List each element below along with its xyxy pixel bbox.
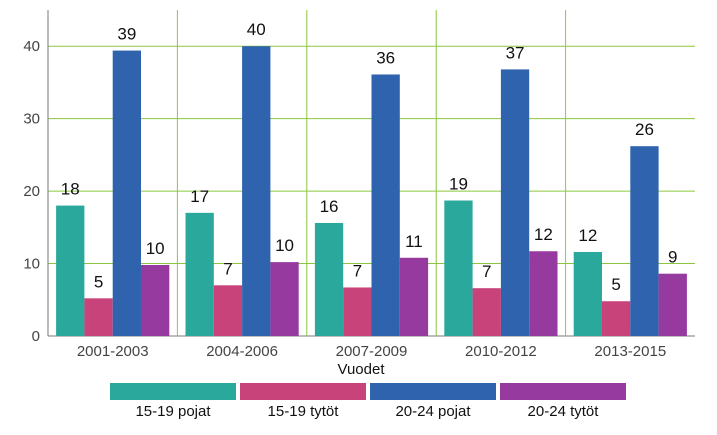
x-tick-label: 2004-2006 xyxy=(206,343,278,360)
bar xyxy=(213,285,243,336)
data-label: 5 xyxy=(611,275,620,294)
bar xyxy=(630,146,659,336)
bar xyxy=(270,262,299,336)
bar xyxy=(399,257,429,336)
data-label: 17 xyxy=(190,187,209,206)
bars xyxy=(56,46,687,337)
legend-label: 20-24 tytöt xyxy=(527,403,599,420)
data-label: 19 xyxy=(449,175,468,194)
legend-label: 15-19 tytöt xyxy=(267,403,339,420)
x-axis: 2001-2003 2004-2006 2007-2009 2010-2012 2013… xyxy=(77,343,666,360)
y-tick-label: 20 xyxy=(23,183,40,200)
bar xyxy=(472,288,501,336)
bar xyxy=(84,298,113,336)
x-tick-label: 2010-2012 xyxy=(465,343,537,360)
legend-swatch xyxy=(370,383,496,400)
data-label: 7 xyxy=(482,262,491,281)
bar xyxy=(185,212,214,336)
bar xyxy=(658,273,687,336)
bar xyxy=(573,251,602,336)
legend-label: 20-24 pojat xyxy=(395,403,471,420)
data-label: 37 xyxy=(506,43,525,62)
legend-label: 15-19 pojat xyxy=(135,403,211,420)
y-axis: 0 10 20 30 40 xyxy=(23,10,49,345)
data-labels: 18 5 39 10 17 7 40 10 16 7 36 11 19 7 37 12 12 5 26 9 xyxy=(61,20,678,294)
bar xyxy=(112,50,141,337)
x-axis-title: Vuodet xyxy=(338,361,386,378)
bar xyxy=(529,251,558,336)
data-label: 40 xyxy=(247,20,266,39)
legend-item: 15-19 pojat xyxy=(110,383,236,420)
x-tick-label: 2013-2015 xyxy=(594,343,666,360)
data-label: 11 xyxy=(405,232,423,251)
data-label: 7 xyxy=(223,259,232,278)
bar xyxy=(314,222,344,336)
data-label: 12 xyxy=(578,226,597,245)
bar xyxy=(444,200,473,336)
data-label: 36 xyxy=(376,48,395,67)
legend-swatch xyxy=(240,383,366,400)
data-label: 10 xyxy=(275,236,294,255)
bar xyxy=(343,287,372,336)
bar xyxy=(602,301,631,336)
legend: 15-19 pojat 15-19 tytöt 20-24 pojat 20-24 t… xyxy=(110,383,626,420)
data-label: 16 xyxy=(320,197,339,216)
y-tick-label: 40 xyxy=(23,38,40,55)
bar xyxy=(500,69,530,336)
legend-swatch xyxy=(500,383,626,400)
data-label: 18 xyxy=(61,180,80,199)
x-tick-label: 2001-2003 xyxy=(77,343,149,360)
data-label: 5 xyxy=(94,272,103,291)
data-label: 7 xyxy=(353,261,362,280)
bar xyxy=(56,205,85,336)
legend-item: 20-24 tytöt xyxy=(500,383,626,420)
y-tick-label: 0 xyxy=(32,328,40,345)
bar xyxy=(242,46,271,336)
data-label: 9 xyxy=(668,248,677,267)
y-tick-label: 10 xyxy=(23,256,40,273)
legend-swatch xyxy=(110,383,236,400)
data-label: 26 xyxy=(635,120,654,139)
legend-item: 15-19 tytöt xyxy=(240,383,366,420)
bar-chart: 0 10 20 30 40 18 5 39 10 17 7 40 10 16 7 36 11 19 7 37 12 12… xyxy=(23,10,695,378)
x-tick-label: 2007-2009 xyxy=(336,343,408,360)
bar xyxy=(371,74,400,336)
data-label: 10 xyxy=(146,239,165,258)
data-label: 39 xyxy=(117,25,136,44)
legend-item: 20-24 pojat xyxy=(370,383,496,420)
bar xyxy=(141,265,170,336)
y-tick-label: 30 xyxy=(23,111,40,128)
data-label: 12 xyxy=(534,225,553,244)
